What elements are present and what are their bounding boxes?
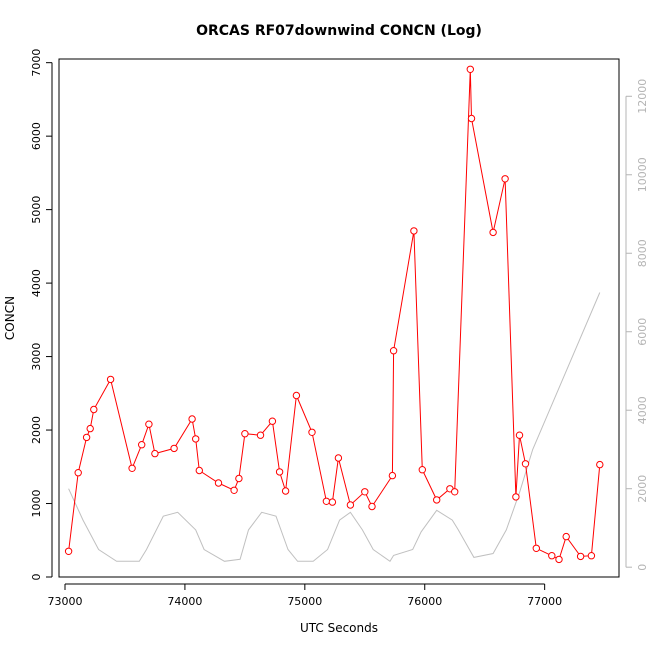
data-point — [256, 431, 265, 439]
data-point — [501, 175, 509, 183]
data-point — [555, 555, 563, 564]
data-point — [532, 544, 540, 552]
data-point — [145, 420, 153, 428]
data-point — [361, 488, 369, 496]
data-point — [328, 498, 337, 506]
series-line-right — [68, 292, 601, 563]
data-point — [74, 469, 82, 477]
y-tick-label-left: 5000 — [30, 196, 43, 224]
y-axis-title: CONCN — [3, 296, 17, 340]
x-tick-label: 74000 — [167, 595, 202, 608]
x-tick-label: 75000 — [287, 595, 322, 608]
y-tick-label-right: 6000 — [636, 318, 649, 346]
data-point — [334, 454, 343, 462]
data-point — [241, 430, 249, 438]
y-axis-right: 0 2000 4000 6000 8000 10000 12000 — [625, 79, 649, 571]
y-tick-label-right: 10000 — [636, 157, 649, 192]
data-point — [281, 487, 290, 495]
data-point — [82, 433, 91, 442]
data-point — [587, 552, 596, 560]
x-tick-label: 76000 — [407, 595, 442, 608]
data-point — [235, 474, 243, 483]
data-point — [512, 493, 520, 501]
y-tick-label-left: 4000 — [30, 269, 43, 297]
series-layer — [64, 65, 604, 564]
data-point — [576, 552, 585, 561]
data-point — [548, 552, 556, 560]
data-point — [489, 228, 497, 237]
data-point — [322, 497, 331, 505]
y-tick-label-left: 0 — [30, 574, 43, 581]
data-point — [64, 547, 73, 555]
y-axis-left: 0 1000 2000 3000 4000 5000 6000 7000 — [30, 49, 53, 581]
data-point — [86, 424, 94, 433]
chart-title: ORCAS RF07downwind CONCN (Log) — [196, 23, 482, 39]
data-point — [138, 441, 146, 449]
data-point — [188, 415, 196, 423]
y-tick-label-left: 6000 — [30, 122, 43, 150]
x-tick-label: 77000 — [527, 595, 562, 608]
data-point — [195, 466, 204, 475]
data-point — [214, 479, 223, 487]
data-point — [521, 460, 530, 468]
plot-frame — [58, 58, 620, 578]
data-point — [292, 391, 301, 400]
y-tick-label-left: 2000 — [30, 416, 43, 444]
y-tick-label-left: 1000 — [30, 490, 43, 518]
data-point — [515, 431, 524, 439]
data-point — [418, 466, 426, 474]
y-tick-label-right: 8000 — [636, 239, 649, 267]
y-tick-label-right: 12000 — [636, 79, 649, 114]
data-point — [90, 405, 98, 414]
data-point — [346, 501, 355, 509]
data-point — [230, 486, 238, 494]
data-point — [466, 65, 474, 74]
data-point — [368, 502, 376, 511]
y-tick-label-right: 2000 — [636, 475, 649, 503]
data-point — [467, 114, 476, 123]
x-tick-label: 73000 — [47, 595, 82, 608]
data-point — [106, 375, 115, 384]
data-point — [433, 496, 441, 504]
data-point — [308, 428, 316, 436]
data-point — [562, 532, 570, 541]
x-axis-title: UTC Seconds — [300, 621, 378, 635]
data-point — [388, 471, 397, 480]
data-point — [451, 488, 459, 496]
data-point — [170, 444, 178, 453]
data-point — [410, 227, 418, 235]
data-point — [596, 460, 604, 469]
data-point — [275, 468, 284, 476]
data-point — [268, 417, 277, 425]
y-tick-label-right: 0 — [636, 564, 649, 571]
y-tick-label-left: 7000 — [30, 49, 43, 77]
data-point — [389, 347, 398, 355]
y-tick-label-left: 3000 — [30, 343, 43, 371]
data-point — [151, 449, 159, 458]
y-tick-label-right: 4000 — [636, 396, 649, 424]
data-point — [192, 435, 200, 443]
data-point — [128, 464, 136, 472]
x-axis: 73000 74000 75000 76000 77000 — [47, 583, 562, 608]
